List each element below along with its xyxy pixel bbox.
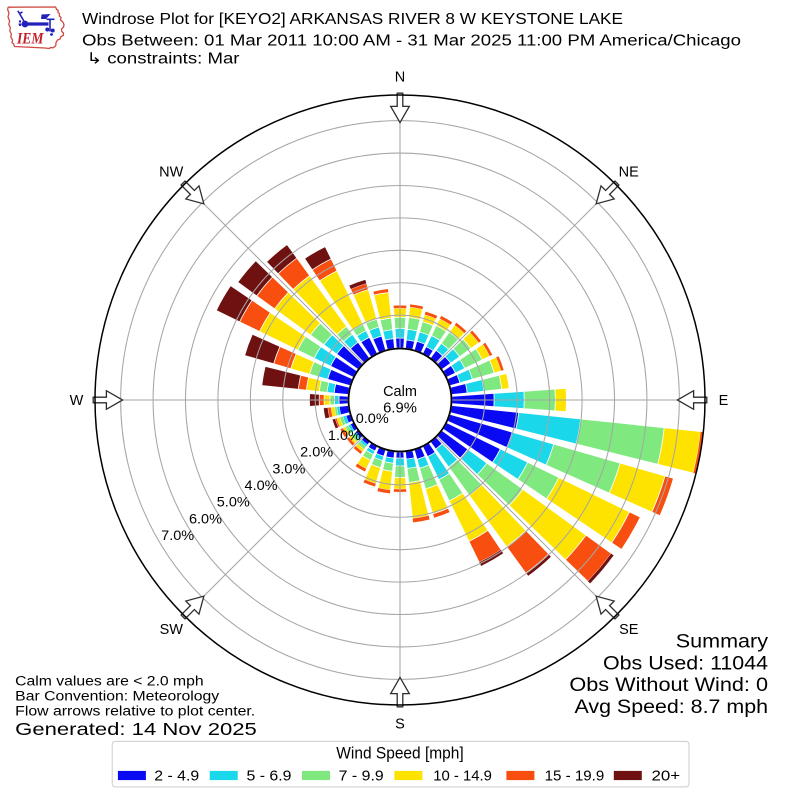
svg-text:5.0%: 5.0% — [217, 494, 250, 510]
svg-text:NE: NE — [619, 164, 639, 180]
svg-text:20+: 20+ — [652, 767, 681, 784]
svg-text:Calm values are < 2.0 mph: Calm values are < 2.0 mph — [15, 674, 203, 690]
svg-text:SW: SW — [160, 622, 184, 638]
svg-text:Flow arrows relative to plot c: Flow arrows relative to plot center. — [15, 703, 255, 719]
svg-text:0.0%: 0.0% — [356, 410, 389, 426]
svg-text:IEM: IEM — [16, 31, 44, 48]
svg-text:Windrose Plot for [KEYO2] ARKA: Windrose Plot for [KEYO2] ARKANSAS RIVER… — [82, 11, 623, 28]
svg-text:Obs Used: 11044: Obs Used: 11044 — [603, 653, 768, 674]
svg-text:Obs Between: 01 Mar 2011 10:00: Obs Between: 01 Mar 2011 10:00 AM - 31 M… — [82, 33, 741, 50]
svg-text:10 - 14.9: 10 - 14.9 — [433, 767, 492, 784]
svg-text:NW: NW — [159, 164, 183, 180]
svg-text:7 - 9.9: 7 - 9.9 — [339, 767, 384, 784]
svg-text:2.0%: 2.0% — [300, 444, 333, 460]
svg-text:6.0%: 6.0% — [189, 510, 222, 526]
svg-text:15 - 19.9: 15 - 19.9 — [545, 767, 605, 784]
svg-text:4.0%: 4.0% — [245, 477, 278, 493]
svg-text:5 - 6.9: 5 - 6.9 — [247, 767, 292, 784]
svg-text:N: N — [395, 70, 405, 86]
svg-text:1.0%: 1.0% — [328, 427, 361, 443]
svg-text:↳ constraints: Mar: ↳ constraints: Mar — [87, 51, 240, 68]
svg-text:Avg Speed: 8.7 mph: Avg Speed: 8.7 mph — [575, 697, 769, 718]
svg-text:Summary: Summary — [676, 632, 769, 653]
svg-text:7.0%: 7.0% — [161, 527, 194, 543]
svg-text:Generated: 14 Nov 2025: Generated: 14 Nov 2025 — [15, 719, 257, 739]
svg-text:E: E — [719, 393, 729, 409]
svg-text:Calm: Calm — [383, 383, 417, 400]
svg-text:SE: SE — [619, 622, 639, 638]
svg-text:6.9%: 6.9% — [383, 399, 417, 416]
svg-text:S: S — [395, 717, 405, 733]
svg-text:Wind Speed [mph]: Wind Speed [mph] — [336, 745, 463, 763]
svg-text:W: W — [70, 393, 84, 409]
svg-text:3.0%: 3.0% — [272, 460, 305, 476]
svg-text:2 - 4.9: 2 - 4.9 — [154, 767, 199, 784]
svg-text:Obs Without Wind: 0: Obs Without Wind: 0 — [569, 675, 768, 696]
svg-text:Bar Convention: Meteorology: Bar Convention: Meteorology — [15, 689, 220, 705]
